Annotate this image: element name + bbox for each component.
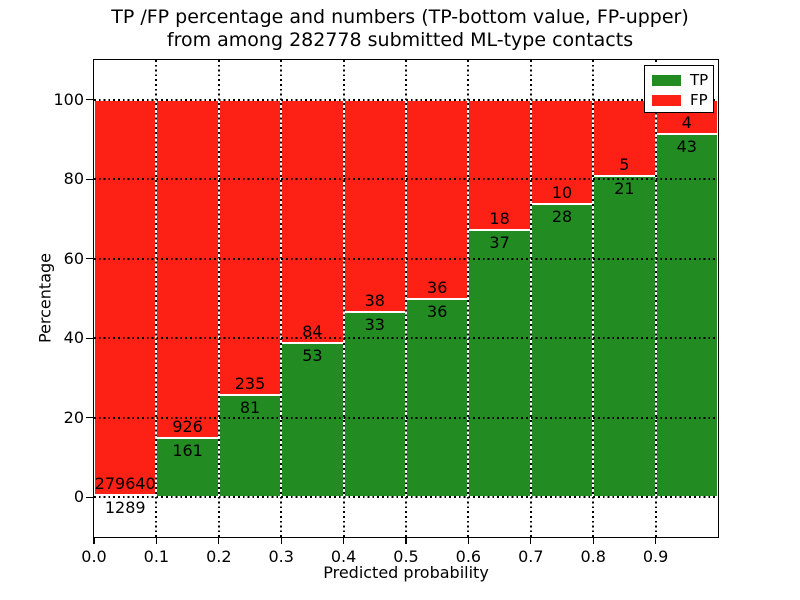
- x-tick-label: 0.0: [81, 547, 107, 566]
- y-tick-label: 0: [73, 487, 84, 507]
- x-tick-label: 0.1: [143, 547, 170, 566]
- chart-title-line1: TP /FP percentage and numbers (TP-bottom…: [111, 6, 689, 28]
- x-tick-label: 0.5: [393, 547, 419, 566]
- x-tick-mark: [280, 537, 282, 544]
- y-tick-label: 60: [63, 248, 84, 268]
- chart-title: TP /FP percentage and numbers (TP-bottom…: [0, 6, 800, 52]
- bar-label-fp: 36: [427, 277, 448, 297]
- vertical-gridline: [217, 60, 220, 537]
- bar-label-fp: 18: [489, 208, 510, 228]
- x-tick-mark: [155, 537, 158, 544]
- x-tick-mark: [342, 537, 345, 544]
- horizontal-gridline: [94, 416, 718, 419]
- bar-label-fp: 279640: [94, 474, 156, 494]
- bar-segment-fp: [281, 99, 344, 344]
- bar-label-fp: 10: [551, 183, 573, 203]
- bar-label-tp: 33: [364, 315, 385, 335]
- bar-label-fp: 926: [172, 417, 203, 437]
- vertical-gridline: [155, 60, 158, 537]
- chart-title-line2: from among 282778 submitted ML-type cont…: [166, 29, 634, 51]
- horizontal-gridline: [94, 98, 718, 101]
- y-tick-label: 20: [63, 407, 84, 427]
- vertical-gridline: [529, 60, 532, 537]
- bar-segment-fp: [406, 99, 469, 299]
- horizontal-gridline: [94, 496, 718, 499]
- y-tick-mark: [86, 178, 93, 180]
- x-axis-label: Predicted probability: [323, 563, 489, 582]
- bar-segment-tp: [406, 298, 469, 498]
- bar-label-fp: 38: [364, 291, 385, 311]
- vertical-gridline: [654, 60, 657, 537]
- x-tick-mark: [530, 537, 532, 544]
- y-tick-label: 100: [53, 89, 84, 109]
- y-tick-mark: [86, 99, 93, 101]
- bar-label-tp: 37: [489, 232, 510, 252]
- bar-segment-tp: [468, 229, 531, 498]
- legend-row-fp: FP: [652, 92, 713, 109]
- x-tick-label: 0.3: [268, 547, 294, 566]
- bar-label-fp: 5: [619, 155, 630, 175]
- y-tick-label: 40: [63, 328, 84, 348]
- x-tick-label: 0.7: [518, 547, 544, 566]
- legend-row-tp: TP: [652, 72, 713, 89]
- x-tick-label: 0.9: [642, 547, 669, 566]
- horizontal-gridline: [94, 257, 718, 260]
- vertical-gridline: [405, 60, 407, 537]
- vertical-gridline: [467, 60, 470, 537]
- legend-label-fp: FP: [690, 91, 708, 109]
- bar-label-fp: 84: [302, 322, 323, 342]
- legend-swatch-fp: [652, 95, 681, 106]
- plot-area: 0.0 0.1 0.2 0.3 0.4 0.5 0.6 0.7 0.8 0.9 0 20 40 60 80 1…: [53, 59, 719, 566]
- y-tick-mark: [86, 337, 93, 339]
- x-tick-mark: [592, 537, 594, 544]
- y-tick-mark: [86, 417, 93, 419]
- bar-label-tp: 1289: [104, 498, 146, 518]
- bar-label-fp: 4: [681, 112, 692, 132]
- x-tick-mark: [218, 537, 220, 544]
- x-tick-mark: [467, 537, 470, 544]
- bar-label-tp: 161: [172, 441, 203, 461]
- x-tick-label: 0.2: [206, 547, 232, 566]
- bar-label-fp: 235: [234, 374, 266, 394]
- bar-label-tp: 28: [551, 207, 573, 227]
- x-tick-mark: [93, 537, 95, 544]
- y-tick-label: 80: [63, 169, 84, 189]
- y-tick-mark: [86, 496, 93, 498]
- x-tick-label: 0.4: [330, 547, 357, 566]
- vertical-gridline: [280, 60, 283, 537]
- bar-label-tp: 53: [302, 346, 323, 366]
- bar-label-tp: 21: [614, 179, 635, 199]
- bar-segment-fp: [156, 99, 219, 439]
- bar-segment-tp: [655, 133, 718, 498]
- horizontal-gridline: [94, 337, 718, 340]
- bar-segment-fp: [94, 99, 157, 496]
- bar-segment-tp: [530, 204, 594, 498]
- bar-label-tp: 36: [427, 301, 448, 321]
- y-axis-label: Percentage: [35, 252, 55, 344]
- bar-segment-tp: [343, 312, 406, 498]
- x-tick-mark: [405, 537, 407, 544]
- bar-label-tp: 81: [239, 398, 261, 418]
- x-tick-mark: [654, 537, 657, 544]
- legend: TP FP: [644, 65, 714, 113]
- x-tick-label: 0.8: [580, 547, 606, 566]
- legend-label-tp: TP: [690, 71, 709, 89]
- y-tick-mark: [86, 258, 93, 260]
- bar-segment-fp: [343, 99, 406, 313]
- vertical-gridline: [342, 60, 345, 537]
- bar-label-tp: 43: [676, 136, 697, 156]
- x-tick-label: 0.6: [455, 547, 482, 566]
- bar-segment-tp: [281, 343, 344, 498]
- legend-swatch-tp: [652, 75, 681, 86]
- horizontal-gridline: [94, 178, 718, 181]
- vertical-gridline: [592, 60, 595, 537]
- bar-segment-fp: [218, 99, 282, 396]
